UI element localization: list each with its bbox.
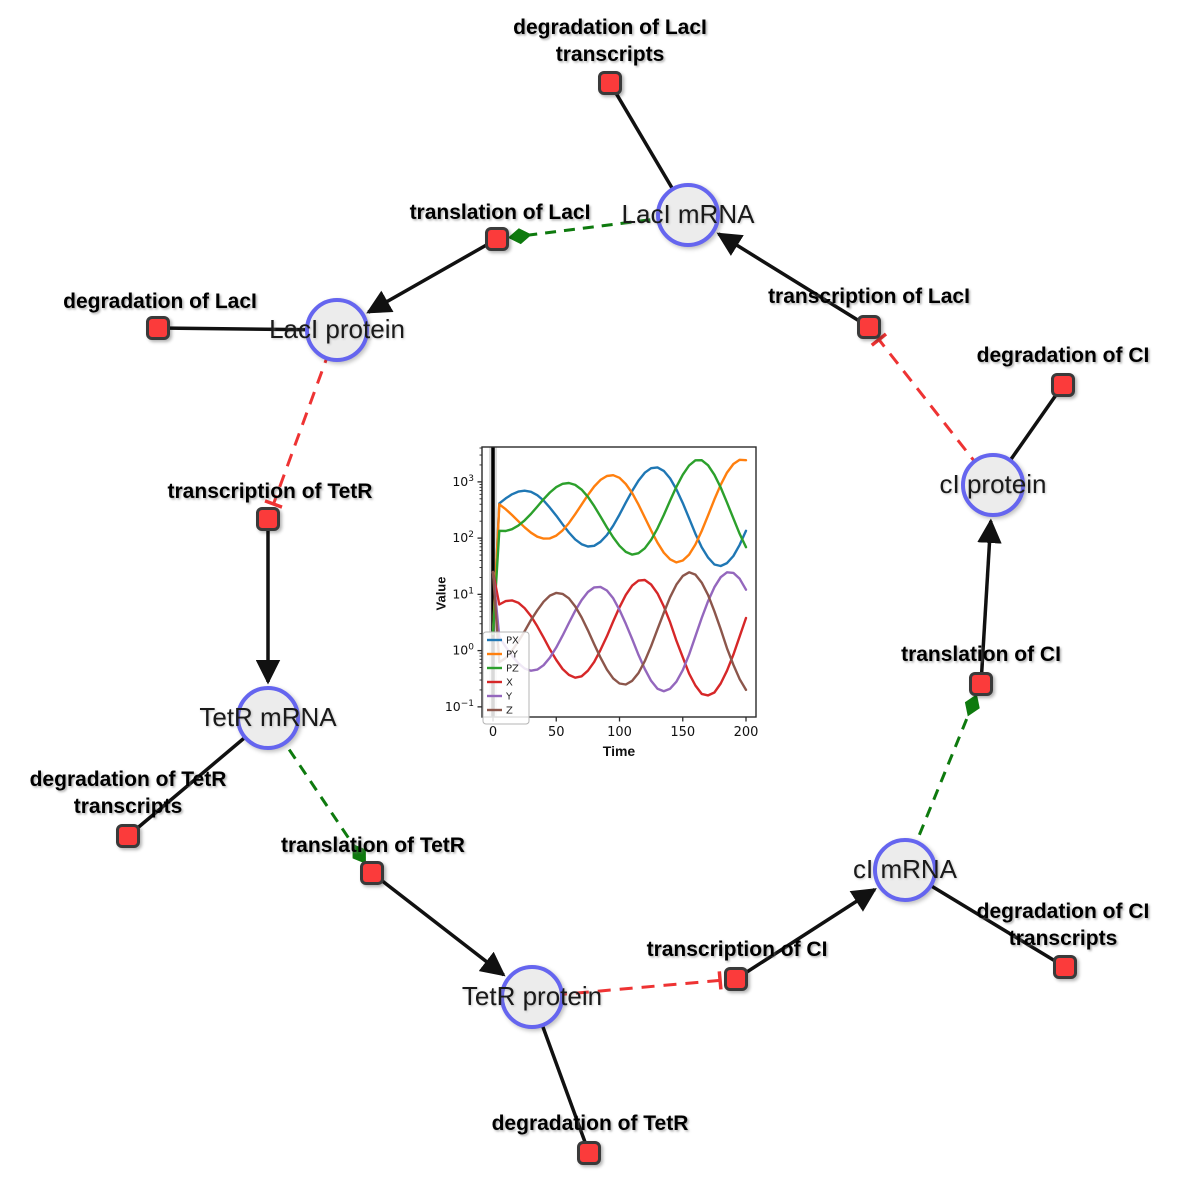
reaction-label-translation-laci: translation of LacI: [409, 201, 591, 224]
series-Y: [491, 570, 748, 693]
x-tick-label: 50: [548, 725, 565, 740]
y-tick-label: 101: [452, 586, 474, 601]
reaction-label-deg-tetr-transcripts: degradation of TetR transcripts: [29, 768, 227, 818]
x-tick-label: 200: [734, 725, 759, 740]
reaction-node-deg-tetr[interactable]: [577, 1141, 601, 1165]
y-tick-label: 102: [452, 530, 474, 545]
reaction-node-deg-tetr-transcripts[interactable]: [116, 824, 140, 848]
species-label-ci-protein: cI protein: [939, 469, 1047, 499]
edge-transcription-ci-to-mrna: [735, 888, 877, 981]
edge-translation-tetr-to-protein: [370, 871, 506, 977]
y-tick-label: 103: [452, 474, 474, 489]
legend-label-Y: Y: [505, 692, 513, 703]
plot-canvas: 0 50 100 150 200 10−1 100 101 102 103 PX PY PZ XYZ: [445, 446, 759, 740]
species-label-tetr-protein: TetR protein: [461, 981, 603, 1011]
species-label-ci-mrna: cI mRNA: [853, 854, 957, 884]
inhibition-tbar-transcription-laci: [870, 332, 888, 347]
inhibition-tbar-transcription-ci: [717, 971, 723, 990]
reaction-label-deg-tetr: degradation of TetR: [491, 1112, 689, 1135]
y-tick-label: 100: [452, 643, 474, 658]
reaction-node-transcription-tetr[interactable]: [256, 507, 280, 531]
reaction-node-deg-laci-transcripts[interactable]: [598, 71, 622, 95]
species-node-ci-protein[interactable]: [961, 453, 1025, 517]
species-node-laci-mrna[interactable]: [656, 183, 720, 247]
x-tick-label: 100: [607, 725, 632, 740]
species-node-tetr-mrna[interactable]: [236, 686, 300, 750]
legend-label-PX: PX: [506, 636, 519, 647]
reaction-label-translation-tetr: translation of TetR: [281, 834, 465, 857]
reaction-label-deg-ci-transcripts: degradation of CI transcripts: [976, 900, 1150, 950]
reaction-node-transcription-laci[interactable]: [857, 315, 881, 339]
reaction-node-translation-ci[interactable]: [969, 672, 993, 696]
reaction-node-translation-tetr[interactable]: [360, 861, 384, 885]
plot-x-axis-label: Time: [602, 743, 636, 759]
edge-ci-mrna-modifies-translation: [903, 694, 980, 871]
plot-y-axis-label: Value: [433, 576, 449, 611]
species-label-laci-mrna: LacI mRNA: [621, 199, 755, 229]
species-node-tetr-protein[interactable]: [500, 965, 564, 1029]
y-tick-label: 10−1: [445, 699, 474, 714]
series-Z: [491, 570, 748, 692]
reaction-label-deg-laci: degradation of LacI: [63, 290, 257, 313]
reaction-label-deg-laci-transcripts: degradation of LacI transcripts: [513, 16, 707, 66]
series-PZ: [491, 459, 748, 635]
time-series-plot: 0 50 100 150 200 10−1 100 101 102 103 PX PY PZ X Y Z Ti…: [427, 438, 782, 770]
reaction-label-deg-ci: degradation of CI: [976, 344, 1150, 367]
reaction-label-transcription-ci: transcription of CI: [646, 938, 828, 961]
reaction-label-transcription-tetr: transcription of TetR: [167, 480, 373, 503]
reaction-node-deg-laci[interactable]: [146, 316, 170, 340]
edge-transcription-laci-to-mrna: [716, 232, 870, 329]
reaction-label-transcription-laci: transcription of LacI: [768, 285, 970, 308]
species-node-ci-mrna[interactable]: [873, 838, 937, 902]
legend-label-PZ: PZ: [506, 664, 519, 675]
series-PX: [491, 466, 748, 635]
reaction-node-deg-ci[interactable]: [1051, 373, 1075, 397]
series-X: [491, 570, 748, 697]
edge-translation-ci-to-protein: [977, 518, 1002, 685]
species-label-tetr-mrna: TetR mRNA: [199, 702, 337, 732]
reaction-label-translation-ci: translation of CI: [901, 643, 1061, 666]
x-tick-label: 0: [489, 725, 497, 740]
series-PY: [491, 458, 748, 635]
legend-label-Z: Z: [506, 706, 513, 717]
legend-label-PY: PY: [506, 650, 519, 661]
reaction-node-transcription-ci[interactable]: [724, 967, 748, 991]
edge-translation-laci-to-protein: [366, 237, 498, 314]
species-node-laci-protein[interactable]: [305, 298, 369, 362]
inhibition-tbar-transcription-tetr: [264, 499, 283, 509]
reaction-node-deg-ci-transcripts[interactable]: [1053, 955, 1077, 979]
x-tick-label: 150: [670, 725, 695, 740]
legend-label-X: X: [506, 678, 513, 689]
reaction-node-translation-laci[interactable]: [485, 227, 509, 251]
species-label-laci-protein: LacI protein: [269, 314, 405, 344]
